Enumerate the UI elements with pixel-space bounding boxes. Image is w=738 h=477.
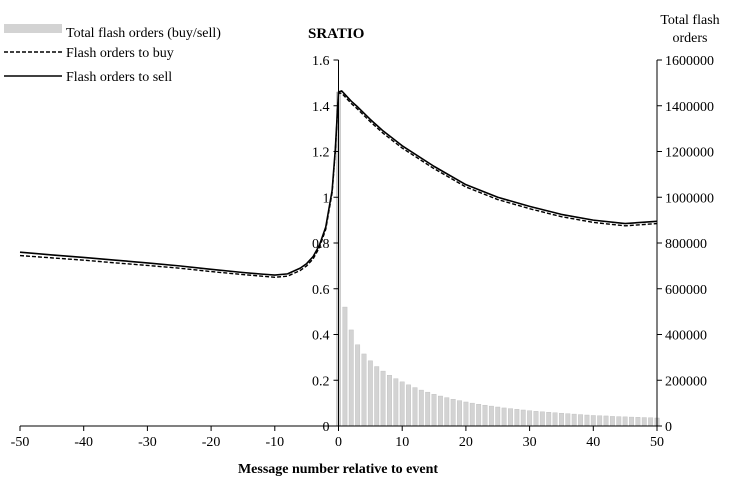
bar [444, 397, 450, 427]
line-series-group [19, 90, 658, 279]
x-tick-label: -50 [11, 435, 30, 450]
bar [590, 415, 596, 427]
legend-swatch-bars [4, 24, 62, 33]
bar [597, 415, 603, 427]
bar [476, 404, 482, 427]
bar [412, 387, 418, 427]
y-tick-label: 0.4 [312, 329, 330, 344]
bar [425, 391, 431, 427]
bar [635, 417, 641, 427]
y-tick-label: 0.6 [312, 283, 330, 298]
y2-tick-label: 1600000 [665, 54, 714, 69]
bar [348, 329, 354, 427]
y2-tick-label: 1400000 [665, 100, 714, 115]
bar [450, 399, 456, 427]
y2-tick-label: 600000 [665, 283, 707, 298]
bar [565, 413, 571, 427]
y-tick-label: 1 [323, 191, 330, 206]
bar [393, 378, 399, 427]
legend: Total flash orders (buy/sell) Flash orde… [4, 24, 221, 85]
bars-series [336, 91, 660, 427]
bar [603, 415, 609, 427]
bar [609, 416, 615, 427]
x-tick-label: -20 [202, 435, 221, 450]
y-tick-label: 1.4 [312, 100, 330, 115]
bar [367, 360, 373, 427]
bar [629, 416, 634, 427]
bar [508, 408, 513, 427]
y2-tick-label: 800000 [665, 237, 707, 252]
y2-tick-label: 1000000 [665, 191, 714, 206]
y2-tick-label: 0 [665, 420, 672, 435]
bar [533, 411, 539, 427]
legend-label-bars: Total flash orders (buy/sell) [66, 26, 221, 41]
x-tick-label: 10 [395, 435, 409, 450]
x-axis-label: Message number relative to event [238, 462, 438, 477]
bar [571, 413, 577, 427]
bar [641, 417, 647, 427]
legend-label-buy: Flash orders to buy [66, 46, 174, 61]
y-ticks: 0 0.2 0.4 0.6 0.8 1 1.2 1.4 1.6 [312, 54, 339, 435]
bar [406, 384, 411, 427]
bar [501, 407, 507, 427]
x-tick-label: 0 [335, 435, 342, 450]
bar [495, 406, 501, 427]
y-tick-label: 0.2 [312, 374, 330, 389]
y2-axis-title-line-1: Total flash [660, 13, 719, 28]
bar [469, 402, 475, 427]
series-line-buy [19, 92, 658, 279]
bar [342, 306, 348, 427]
x-tick-label: 30 [523, 435, 537, 450]
bar [527, 410, 533, 427]
y-tick-label: 0.8 [312, 237, 330, 252]
bar [514, 409, 520, 427]
x-tick-label: -40 [74, 435, 93, 450]
bar [387, 375, 392, 427]
bar [399, 381, 405, 427]
y-tick-label: 1.6 [312, 54, 330, 69]
bar [437, 395, 443, 427]
x-tick-label: 20 [459, 435, 473, 450]
y2-axis-title-line-2: orders [673, 31, 708, 46]
series-line-sell [19, 90, 658, 276]
y-tick-label: 1.2 [312, 146, 330, 161]
bar [355, 344, 361, 427]
bar [463, 401, 469, 427]
x-tick-label: 40 [586, 435, 600, 450]
bar [559, 412, 564, 427]
bar [361, 353, 367, 427]
bar [380, 370, 386, 427]
bar [648, 417, 654, 427]
y2-tick-label: 200000 [665, 374, 707, 389]
x-ticks: -50 -40 -30 -20 -10 0 10 20 30 40 50 [11, 426, 664, 450]
bar [418, 389, 424, 427]
bar [546, 412, 552, 427]
y2-tick-label: 1200000 [665, 146, 714, 161]
bar [622, 416, 628, 427]
bar [520, 409, 526, 427]
x-tick-label: -10 [265, 435, 284, 450]
x-tick-label: -30 [138, 435, 157, 450]
y2-tick-label: 400000 [665, 329, 707, 344]
bar [552, 412, 558, 427]
bar [584, 414, 590, 427]
bar [539, 411, 545, 427]
chart-title: SRATIO [308, 26, 364, 42]
y2-ticks: 0 200000 400000 600000 800000 1000000 1200000 1… [657, 54, 714, 435]
bar [482, 404, 488, 427]
bar [374, 366, 380, 427]
bar [431, 394, 437, 427]
bar [616, 416, 622, 427]
legend-label-sell: Flash orders to sell [66, 70, 172, 85]
x-tick-label: 50 [650, 435, 664, 450]
y-tick-label: 0 [323, 420, 330, 435]
bar [457, 400, 462, 427]
bar [488, 405, 494, 427]
bar [578, 414, 583, 427]
